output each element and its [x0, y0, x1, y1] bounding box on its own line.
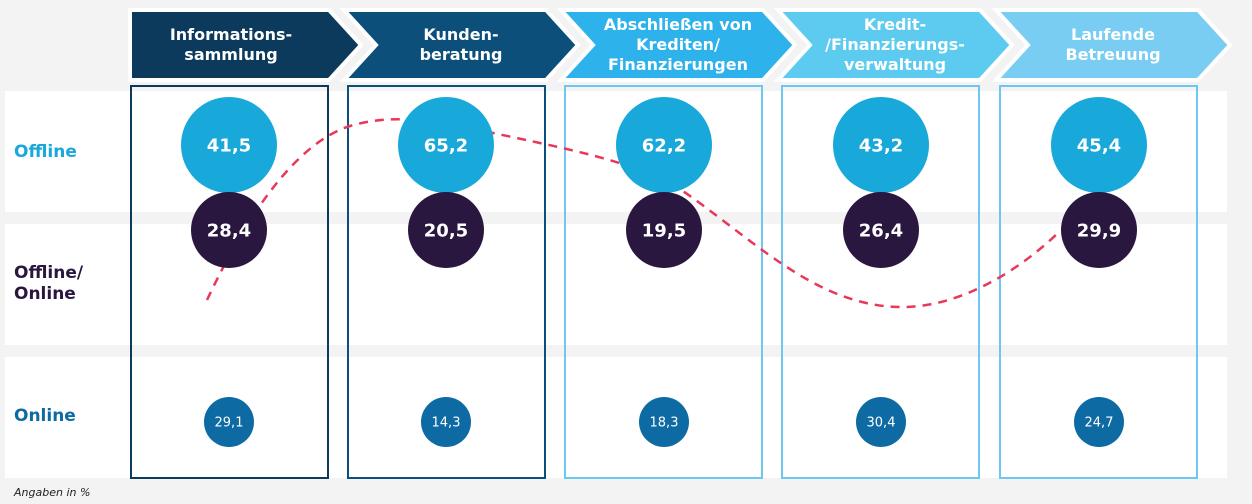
bubble-label-offline-2: 65,2 — [424, 135, 468, 156]
column-frame-4 — [781, 85, 980, 479]
bubble-label-offline-online-5: 29,9 — [1077, 220, 1121, 241]
bubble-offline-2 — [398, 97, 494, 193]
process-step-chevron-2 — [339, 7, 581, 82]
footnote: Angaben in % — [14, 486, 91, 499]
bubble-label-online-5: 24,7 — [1085, 416, 1114, 431]
row-label-offline: Offline — [14, 142, 77, 162]
process-steps-header — [128, 7, 1233, 82]
bubble-label-offline-online-2: 20,5 — [424, 220, 468, 241]
bubble-label-offline-1: 41,5 — [207, 135, 251, 156]
bubble-offline-1 — [181, 97, 277, 193]
process-step-chevron-5 — [991, 7, 1233, 82]
row-label-online: Online — [14, 406, 76, 426]
row-label-offline-online: Offline/ Online — [14, 263, 84, 304]
column-frame-1 — [130, 85, 329, 479]
bubble-offline-online-4 — [843, 192, 919, 268]
bubble-offline-5 — [1051, 97, 1147, 193]
bubble-offline-3 — [616, 97, 712, 193]
bubble-label-offline-online-3: 19,5 — [642, 220, 686, 241]
bubble-online-3 — [639, 397, 689, 447]
bubble-label-online-4: 30,4 — [867, 416, 896, 431]
bubble-label-offline-online-1: 28,4 — [207, 220, 251, 241]
process-step-label-2: Kunden- beratung — [419, 25, 503, 64]
bubble-label-online-2: 14,3 — [432, 416, 461, 431]
process-step-label-4: Kredit- /Finanzierungs- verwaltung — [825, 15, 965, 74]
bubble-label-offline-online-4: 26,4 — [859, 220, 903, 241]
bubble-label-offline-3: 62,2 — [642, 135, 686, 156]
bubble-online-2 — [421, 397, 471, 447]
trend-line — [205, 117, 1061, 309]
bubble-label-offline-5: 45,4 — [1077, 135, 1121, 156]
bubble-label-online-3: 18,3 — [650, 416, 679, 431]
bubble-label-offline-4: 43,2 — [859, 135, 903, 156]
bubble-online-4 — [856, 397, 906, 447]
bubble-online-1 — [204, 397, 254, 447]
bubble-offline-4 — [833, 97, 929, 193]
process-step-label-1: Informations- sammlung — [169, 25, 293, 64]
column-frame-5 — [999, 85, 1198, 479]
column-frame-3 — [564, 85, 763, 479]
column-frame-2 — [347, 85, 546, 479]
process-step-chevron-4 — [773, 7, 1015, 82]
process-step-label-5: Laufende Betreuung — [1065, 25, 1161, 64]
bubble-offline-online-2 — [408, 192, 484, 268]
process-step-label-3: Abschließen von Krediten/ Finanzierungen — [603, 15, 753, 74]
bubble-offline-online-1 — [191, 192, 267, 268]
bubble-online-5 — [1074, 397, 1124, 447]
process-step-chevron-3 — [556, 7, 798, 82]
bubble-offline-online-3 — [626, 192, 702, 268]
process-step-chevron-1 — [128, 8, 364, 82]
bubble-offline-online-5 — [1061, 192, 1137, 268]
bubble-label-online-1: 29,1 — [215, 416, 244, 431]
